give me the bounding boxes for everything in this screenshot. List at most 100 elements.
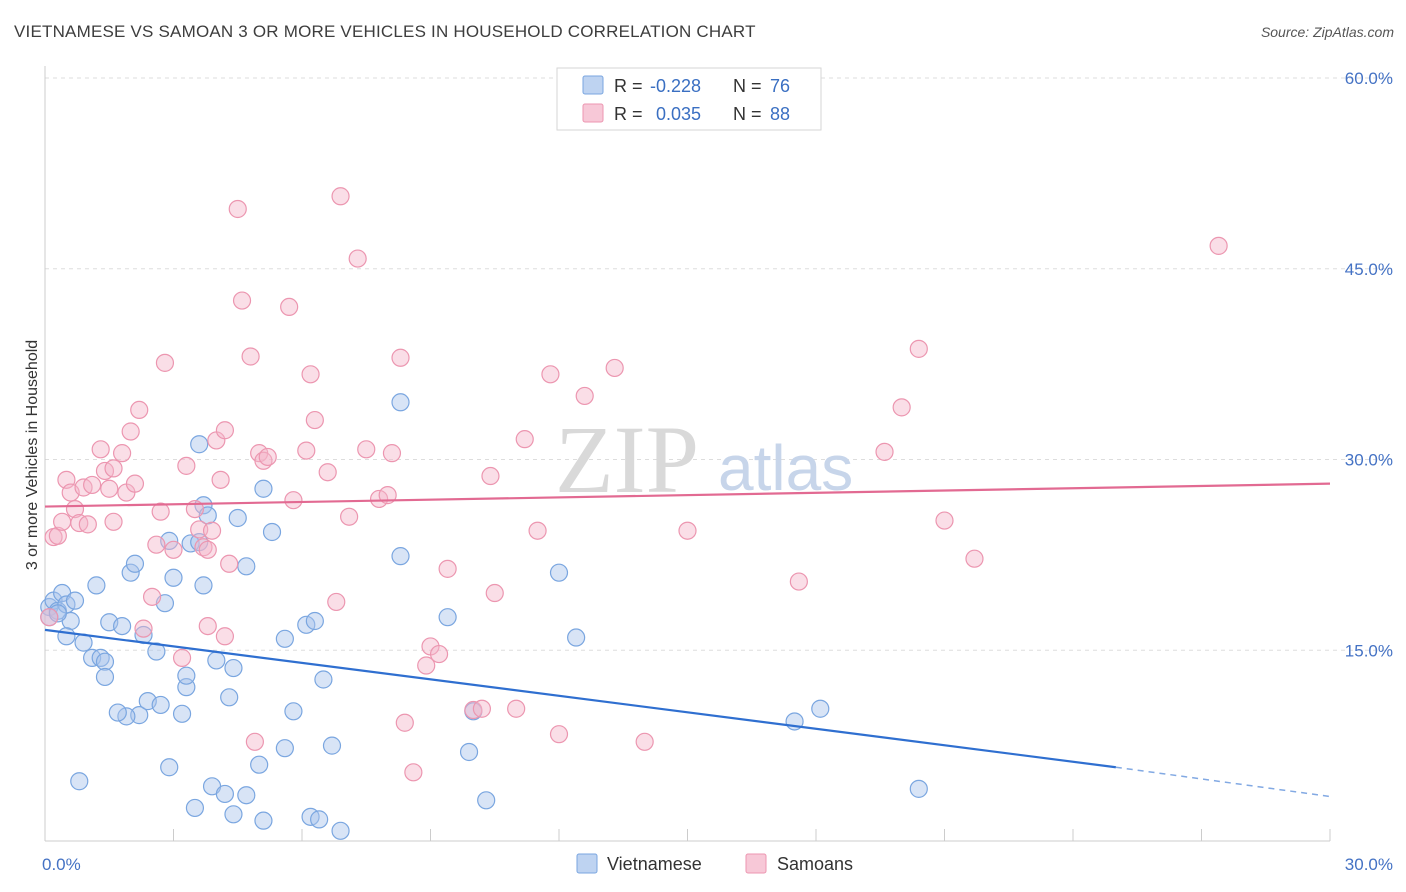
data-point xyxy=(87,576,106,595)
data-point xyxy=(322,736,342,755)
data-point xyxy=(305,611,324,631)
data-point xyxy=(391,393,410,412)
data-point xyxy=(95,667,115,687)
data-point xyxy=(215,784,234,804)
legend-swatch-samoans xyxy=(582,103,604,123)
data-point xyxy=(207,651,226,670)
data-point xyxy=(310,810,329,829)
y-tick-label: 30.0% xyxy=(1345,451,1393,470)
data-point xyxy=(811,699,830,718)
series-vietnamese xyxy=(40,393,928,840)
data-point xyxy=(481,466,500,486)
data-point xyxy=(284,702,303,721)
data-point xyxy=(78,515,97,534)
data-point xyxy=(789,572,808,591)
source-label: Source: ZipAtlas.com xyxy=(1260,24,1394,40)
data-point xyxy=(250,755,269,774)
data-point xyxy=(438,608,457,627)
data-point xyxy=(134,619,153,638)
data-point xyxy=(909,339,928,358)
legend-r-label-samoans: R = xyxy=(614,104,643,124)
data-point xyxy=(254,479,273,498)
data-point xyxy=(185,798,205,818)
data-point xyxy=(112,444,132,463)
data-point xyxy=(198,616,217,636)
data-point xyxy=(909,779,928,798)
data-point xyxy=(125,474,145,493)
data-point xyxy=(48,526,67,545)
data-point xyxy=(177,456,196,475)
data-point xyxy=(228,508,247,528)
series-samoans xyxy=(40,187,1228,782)
data-point xyxy=(477,791,496,810)
data-point xyxy=(228,199,247,219)
trendline-samoans xyxy=(44,482,1331,508)
data-point xyxy=(245,732,264,751)
data-point xyxy=(935,511,954,530)
data-point xyxy=(331,821,350,840)
data-point xyxy=(112,616,132,636)
data-point xyxy=(224,658,243,678)
y-tick-label: 45.0% xyxy=(1345,260,1393,279)
data-point xyxy=(1209,236,1228,255)
y-tick-label: 15.0% xyxy=(1345,641,1393,660)
data-point xyxy=(459,742,479,762)
axes xyxy=(44,66,1331,842)
data-point xyxy=(164,568,183,587)
data-point xyxy=(391,348,410,367)
data-point xyxy=(104,459,123,478)
data-point xyxy=(331,187,350,206)
data-point xyxy=(70,772,89,791)
data-point xyxy=(48,604,67,623)
data-point xyxy=(391,547,410,566)
data-point xyxy=(605,358,624,378)
data-point xyxy=(541,365,560,384)
legend-bottom-label-samoans: Samoans xyxy=(777,854,853,874)
legend-bottom-swatch-vietnamese xyxy=(576,853,598,874)
legend-r-value-vietnamese: -0.228 xyxy=(650,76,701,96)
data-point xyxy=(965,549,984,568)
data-point xyxy=(875,442,894,461)
data-point xyxy=(121,422,140,441)
data-point xyxy=(125,554,145,573)
data-point xyxy=(172,648,192,667)
data-point xyxy=(83,475,102,495)
data-point xyxy=(194,576,213,595)
data-point xyxy=(549,563,569,582)
data-point xyxy=(254,811,273,830)
data-point xyxy=(220,688,239,707)
data-point xyxy=(370,489,389,509)
data-point xyxy=(151,502,170,521)
data-point xyxy=(507,699,526,718)
legend-swatch-vietnamese xyxy=(582,75,604,95)
data-point xyxy=(130,706,149,725)
legend-r-label-vietnamese: R = xyxy=(614,76,643,96)
gridlines xyxy=(45,77,1392,651)
data-point xyxy=(241,347,260,366)
data-point xyxy=(202,521,222,540)
data-point xyxy=(224,805,243,824)
data-point xyxy=(314,670,333,689)
data-point xyxy=(65,591,85,610)
data-point xyxy=(438,559,457,578)
legend-top: R = -0.228 N = 76 R = 0.035 N = 88 xyxy=(556,67,822,131)
data-point xyxy=(567,628,586,647)
data-point xyxy=(280,297,299,316)
data-point xyxy=(117,707,136,726)
data-point xyxy=(215,421,234,440)
series-points xyxy=(40,187,1228,840)
x-tick-label: 0.0% xyxy=(42,855,81,874)
trendline-extension-vietnamese xyxy=(1115,766,1331,798)
data-point xyxy=(40,608,59,627)
data-point xyxy=(395,713,414,732)
data-point xyxy=(284,491,303,510)
data-point xyxy=(190,520,209,539)
data-point xyxy=(318,463,337,482)
data-point xyxy=(164,540,183,559)
data-point xyxy=(404,763,423,782)
data-point xyxy=(232,291,252,310)
data-point xyxy=(528,521,547,540)
legend-r-value-samoans: 0.035 xyxy=(656,104,701,124)
data-point xyxy=(258,447,277,467)
